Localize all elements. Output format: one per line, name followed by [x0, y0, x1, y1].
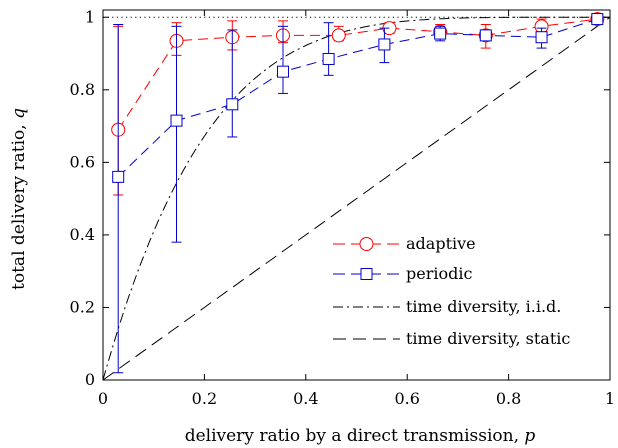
axes-frame: [102, 9, 611, 381]
error-bar: [323, 22, 334, 76]
y-tick-label: 0.2: [70, 297, 95, 316]
data-point: [170, 114, 183, 127]
y-tick-label: 0.8: [70, 80, 95, 99]
y-axis-title: total delivery ratio, q: [9, 108, 29, 290]
x-tick-label: 0.4: [293, 389, 318, 408]
plot-area: 0 0.2 0.4 0.6 0.8 1 0 0.2 0.4 0.6 0.8 1 adaptive peri…: [70, 7, 616, 408]
legend-marker: [360, 268, 373, 280]
legend-label: time diversity, i.i.d.: [406, 297, 561, 316]
data-point: [226, 98, 239, 111]
data-point: [479, 29, 492, 42]
series-line-2: [102, 16, 610, 381]
data-point: [535, 31, 548, 44]
series-line-0: [117, 18, 598, 130]
data-point: [276, 65, 289, 78]
legend-label: periodic: [406, 264, 472, 283]
y-tick-label: 0: [85, 370, 95, 389]
legend-label: adaptive: [406, 234, 476, 253]
error-bar: [227, 29, 238, 138]
legend-marker: [359, 237, 374, 251]
series-line-1: [117, 18, 598, 178]
data-point: [112, 170, 125, 183]
x-tick-label: 0.8: [496, 389, 521, 408]
y-tick-label: 0.4: [70, 225, 95, 244]
y-tick-label: 1: [85, 7, 95, 26]
data-point: [322, 52, 335, 65]
x-tick-label: 0.2: [192, 389, 217, 408]
x-axis-title: delivery ratio by a direct transmission,…: [185, 426, 536, 446]
error-bar: [113, 24, 124, 374]
x-tick-label: 0: [98, 389, 108, 408]
data-point: [434, 27, 447, 40]
x-tick-label: 1: [605, 389, 615, 408]
data-point: [591, 13, 604, 26]
x-tick-label: 0.6: [394, 389, 419, 408]
series-line-3: [102, 16, 611, 381]
legend: adaptive periodic time diversity, i.i.d. ti…: [333, 234, 570, 348]
error-bar: [277, 25, 288, 94]
y-tick-label: 0.6: [70, 152, 95, 171]
data-point: [378, 38, 391, 51]
data-point: [331, 28, 346, 43]
error-bar: [171, 25, 182, 243]
legend-label: time diversity, static: [406, 329, 570, 348]
